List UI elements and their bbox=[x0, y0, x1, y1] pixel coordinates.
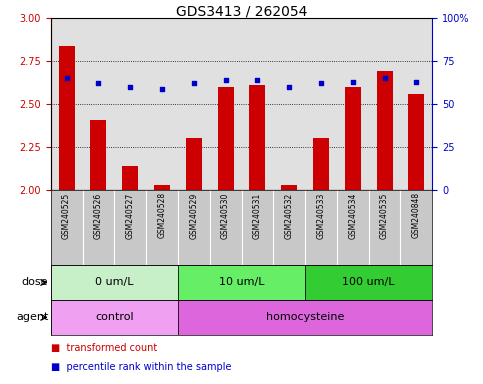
Bar bbox=[51, 300, 178, 335]
Bar bbox=[249, 85, 265, 190]
Point bbox=[285, 84, 293, 90]
Point bbox=[127, 84, 134, 90]
Point bbox=[349, 79, 356, 85]
Text: 100 um/L: 100 um/L bbox=[342, 277, 395, 288]
Bar bbox=[154, 185, 170, 190]
Text: ■  percentile rank within the sample: ■ percentile rank within the sample bbox=[51, 362, 231, 372]
Text: GSM240533: GSM240533 bbox=[316, 192, 326, 239]
Text: homocysteine: homocysteine bbox=[266, 312, 344, 323]
Point bbox=[412, 79, 420, 85]
Bar bbox=[178, 265, 305, 300]
Point bbox=[190, 80, 198, 86]
Text: GSM240848: GSM240848 bbox=[412, 192, 421, 238]
Text: ■  transformed count: ■ transformed count bbox=[51, 343, 157, 353]
Point bbox=[381, 75, 388, 81]
Text: 0 um/L: 0 um/L bbox=[95, 277, 134, 288]
Text: 10 um/L: 10 um/L bbox=[219, 277, 264, 288]
Bar bbox=[305, 265, 432, 300]
Text: GSM240531: GSM240531 bbox=[253, 192, 262, 238]
Bar bbox=[409, 94, 425, 190]
Text: GSM240535: GSM240535 bbox=[380, 192, 389, 239]
Point bbox=[95, 80, 102, 86]
Point bbox=[63, 75, 71, 81]
Bar bbox=[218, 87, 234, 190]
Text: GSM240526: GSM240526 bbox=[94, 192, 103, 238]
Bar bbox=[178, 300, 432, 335]
Point bbox=[222, 77, 229, 83]
Text: GSM240525: GSM240525 bbox=[62, 192, 71, 238]
Text: GSM240528: GSM240528 bbox=[157, 192, 167, 238]
Bar bbox=[90, 119, 106, 190]
Bar bbox=[58, 46, 74, 190]
Text: GSM240527: GSM240527 bbox=[126, 192, 135, 238]
Bar bbox=[186, 139, 202, 190]
Text: GSM240529: GSM240529 bbox=[189, 192, 199, 238]
Text: control: control bbox=[95, 312, 134, 323]
Bar bbox=[345, 87, 361, 190]
Text: GSM240532: GSM240532 bbox=[284, 192, 294, 238]
Bar bbox=[313, 139, 329, 190]
Text: agent: agent bbox=[16, 312, 48, 323]
Text: GSM240530: GSM240530 bbox=[221, 192, 230, 239]
Text: GSM240534: GSM240534 bbox=[348, 192, 357, 239]
Point bbox=[254, 77, 261, 83]
Bar bbox=[122, 166, 138, 190]
Bar bbox=[377, 71, 393, 190]
Point bbox=[158, 86, 166, 92]
Point bbox=[317, 80, 325, 86]
Text: dose: dose bbox=[22, 277, 48, 288]
Text: GDS3413 / 262054: GDS3413 / 262054 bbox=[176, 5, 307, 18]
Bar bbox=[51, 265, 178, 300]
Bar bbox=[281, 185, 297, 190]
